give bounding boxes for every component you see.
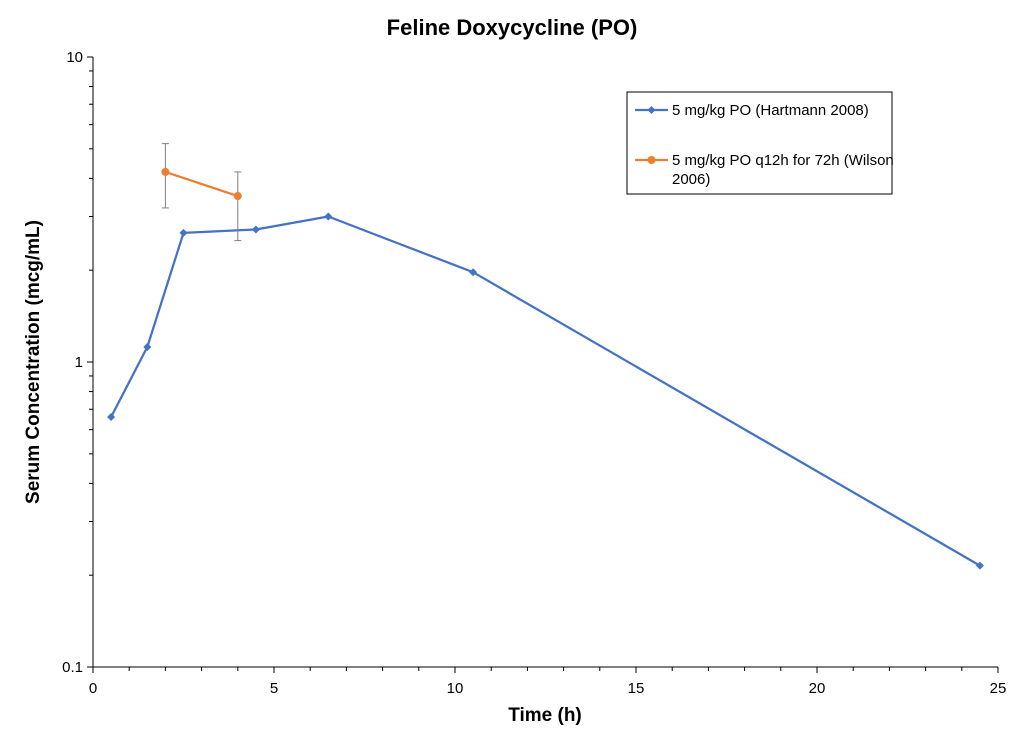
chart-title: Feline Doxycycline (PO)	[387, 15, 638, 40]
y-axis-title: Serum Concentration (mcg/mL)	[23, 220, 44, 504]
legend: 5 mg/kg PO (Hartmann 2008) 5 mg/kg PO q12…	[626, 91, 894, 195]
x-tick-label: 10	[447, 680, 464, 697]
series-layer	[107, 143, 984, 570]
x-tick-label: 20	[809, 680, 826, 697]
data-point	[469, 268, 478, 277]
legend-label: 5 mg/kg PO q12h for 72h (Wilson 2006)	[672, 152, 894, 188]
legend-entry-1: 5 mg/kg PO (Hartmann 2008)	[635, 102, 869, 119]
data-point	[179, 228, 188, 237]
x-tick-label: 15	[628, 680, 645, 697]
series-line	[165, 170, 239, 198]
data-point	[975, 561, 984, 570]
data-point	[251, 225, 260, 234]
data-point	[233, 192, 242, 201]
x-axis: 0 5 10 15 20 25	[89, 666, 1007, 697]
data-point	[107, 413, 116, 422]
legend-box	[626, 91, 893, 195]
y-axis: 0.1 1 10	[62, 49, 94, 676]
y-tick-label: 1	[75, 354, 83, 371]
legend-swatch-marker	[647, 106, 656, 114]
legend-entry-2: 5 mg/kg PO q12h for 72h (Wilson 2006)	[635, 152, 894, 188]
series-2	[161, 143, 242, 242]
legend-swatch-marker	[647, 156, 656, 164]
x-tick-label: 25	[990, 680, 1007, 697]
series-1	[107, 212, 984, 570]
x-tick-label: 0	[89, 680, 97, 697]
data-point	[161, 167, 170, 176]
y-tick-label: 10	[66, 49, 83, 66]
data-point	[143, 342, 152, 351]
legend-label: 5 mg/kg PO (Hartmann 2008)	[672, 102, 869, 119]
x-tick-label: 5	[270, 680, 278, 697]
data-point	[324, 212, 333, 221]
y-tick-label: 0.1	[62, 659, 83, 676]
x-axis-title: Time (h)	[508, 705, 582, 726]
